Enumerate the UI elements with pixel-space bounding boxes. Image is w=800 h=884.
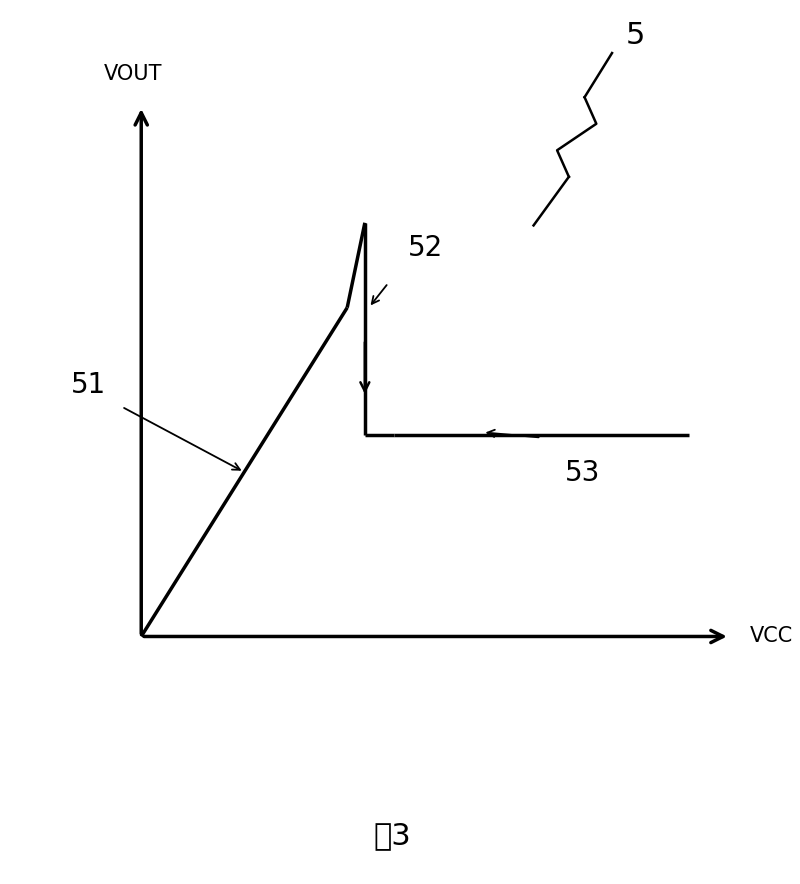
Text: 52: 52 [408,233,443,262]
Text: 51: 51 [70,370,106,399]
Text: 53: 53 [565,459,600,487]
Text: 5: 5 [626,21,646,50]
Text: VCC: VCC [750,627,793,646]
Text: VOUT: VOUT [104,64,162,84]
Text: 图3: 图3 [374,821,411,850]
